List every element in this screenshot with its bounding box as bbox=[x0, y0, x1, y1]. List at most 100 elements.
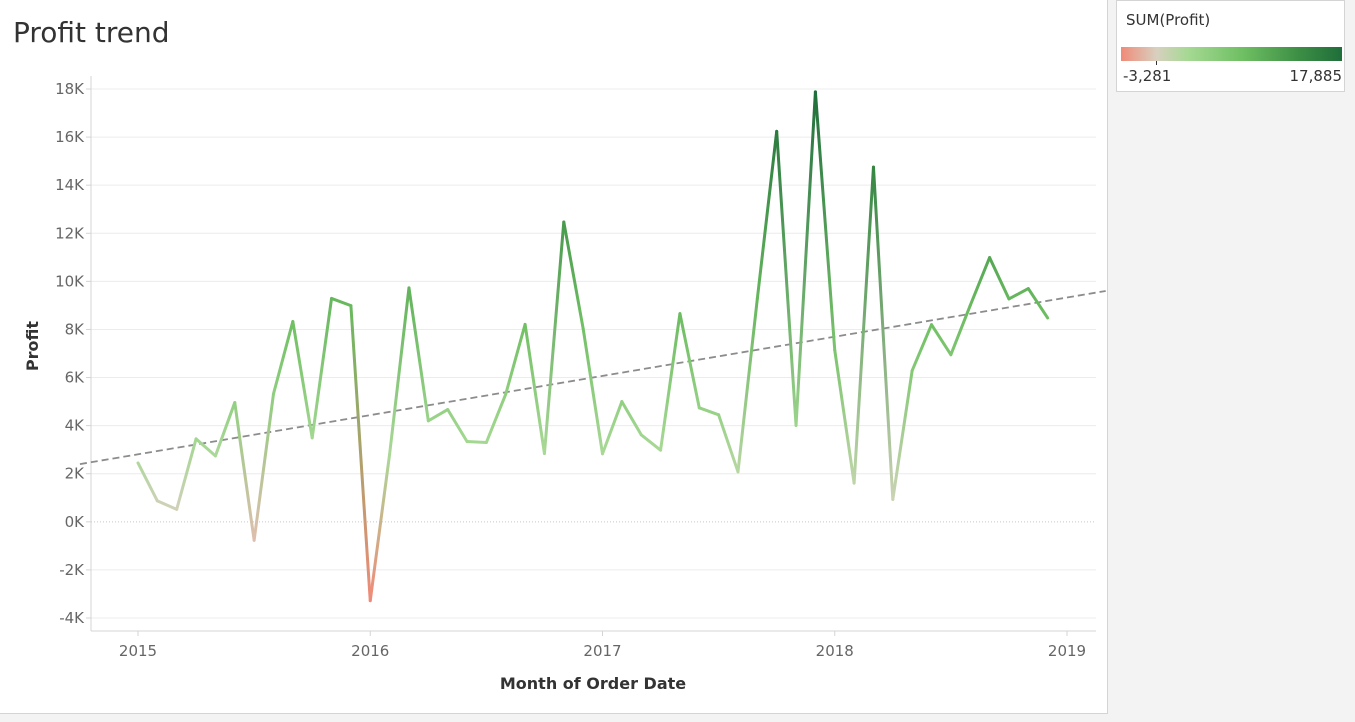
data-point[interactable] bbox=[174, 506, 180, 512]
data-point[interactable] bbox=[445, 407, 451, 413]
line-segment[interactable] bbox=[1007, 287, 1030, 301]
data-point[interactable] bbox=[232, 400, 238, 406]
data-point[interactable] bbox=[483, 439, 489, 445]
y-tick-label: 18K bbox=[55, 80, 85, 98]
line-segment[interactable] bbox=[330, 296, 353, 308]
line-segment[interactable] bbox=[136, 461, 159, 503]
line-segment[interactable] bbox=[930, 323, 953, 357]
data-point[interactable] bbox=[154, 498, 160, 504]
data-point[interactable] bbox=[406, 285, 412, 291]
data-point[interactable] bbox=[541, 451, 547, 457]
data-point[interactable] bbox=[600, 451, 606, 457]
data-point[interactable] bbox=[658, 447, 664, 453]
line-segment[interactable] bbox=[794, 90, 817, 427]
line-segment[interactable] bbox=[523, 322, 546, 456]
line-segment[interactable] bbox=[659, 312, 682, 452]
data-point[interactable] bbox=[329, 295, 335, 301]
line-segment[interactable] bbox=[1026, 287, 1050, 320]
line-segment[interactable] bbox=[542, 220, 566, 456]
line-segment[interactable] bbox=[368, 452, 392, 603]
data-point[interactable] bbox=[967, 302, 973, 308]
line-chart[interactable]: 18K 16K 14K 12K 10K 8K 6K 4K 2K 0K -2K -4K 2015 2016… bbox=[0, 0, 1107, 713]
data-point[interactable] bbox=[735, 469, 741, 475]
data-point[interactable] bbox=[619, 399, 625, 405]
line-segment[interactable] bbox=[233, 401, 256, 542]
line-segment[interactable] bbox=[639, 433, 663, 452]
data-point[interactable] bbox=[580, 325, 586, 331]
data-point[interactable] bbox=[251, 537, 257, 543]
line-segment[interactable] bbox=[968, 256, 992, 307]
data-point[interactable] bbox=[832, 347, 838, 353]
data-point[interactable] bbox=[696, 405, 702, 411]
line-segment[interactable] bbox=[620, 400, 643, 437]
line-segment[interactable] bbox=[213, 401, 237, 458]
line-segment[interactable] bbox=[271, 320, 295, 396]
legend-title: SUM(Profit) bbox=[1126, 11, 1211, 29]
line-segment[interactable] bbox=[194, 437, 217, 458]
line-segment[interactable] bbox=[407, 286, 430, 423]
line-segment[interactable] bbox=[949, 303, 972, 357]
line-segment[interactable] bbox=[775, 129, 798, 427]
line-segment[interactable] bbox=[871, 165, 895, 501]
line-segment[interactable] bbox=[697, 406, 721, 417]
data-point[interactable] bbox=[290, 319, 296, 325]
line-segment[interactable] bbox=[465, 440, 488, 444]
line-segment[interactable] bbox=[504, 322, 527, 396]
line-segment[interactable] bbox=[910, 323, 934, 373]
data-point[interactable] bbox=[1006, 296, 1012, 302]
line-segment[interactable] bbox=[833, 348, 856, 485]
data-point[interactable] bbox=[890, 496, 896, 502]
data-point[interactable] bbox=[135, 460, 141, 466]
data-point[interactable] bbox=[212, 453, 218, 459]
data-point[interactable] bbox=[561, 219, 567, 225]
line-segment[interactable] bbox=[717, 413, 740, 474]
data-point[interactable] bbox=[929, 322, 935, 328]
data-point[interactable] bbox=[754, 296, 760, 302]
data-point[interactable] bbox=[464, 439, 470, 445]
line-segment[interactable] bbox=[678, 312, 701, 410]
line-segment[interactable] bbox=[852, 165, 875, 485]
data-point[interactable] bbox=[870, 164, 876, 170]
line-segment[interactable] bbox=[755, 129, 779, 301]
line-segment[interactable] bbox=[562, 220, 585, 330]
line-segment[interactable] bbox=[175, 437, 198, 511]
data-point[interactable] bbox=[909, 368, 915, 374]
line-segment[interactable] bbox=[426, 408, 450, 423]
line-segment[interactable] bbox=[310, 296, 334, 440]
line-segment[interactable] bbox=[813, 90, 837, 352]
line-segment[interactable] bbox=[155, 499, 179, 511]
data-point[interactable] bbox=[1025, 286, 1031, 292]
color-legend[interactable]: SUM(Profit) -3,281 17,885 bbox=[1116, 0, 1345, 92]
data-point[interactable] bbox=[793, 422, 799, 428]
data-point[interactable] bbox=[948, 352, 954, 358]
data-point[interactable] bbox=[270, 391, 276, 397]
data-point[interactable] bbox=[367, 598, 373, 604]
line-segment[interactable] bbox=[388, 286, 411, 456]
data-point[interactable] bbox=[987, 255, 993, 261]
data-point[interactable] bbox=[1045, 315, 1051, 321]
data-point[interactable] bbox=[503, 391, 509, 397]
data-point[interactable] bbox=[716, 412, 722, 418]
data-point[interactable] bbox=[677, 311, 683, 317]
data-point[interactable] bbox=[522, 321, 528, 327]
line-segment[interactable] bbox=[252, 392, 275, 542]
data-point[interactable] bbox=[387, 451, 393, 457]
data-point[interactable] bbox=[851, 480, 857, 486]
line-segment[interactable] bbox=[988, 256, 1011, 301]
line-segment[interactable] bbox=[484, 392, 508, 444]
data-point[interactable] bbox=[812, 89, 818, 95]
data-point[interactable] bbox=[348, 303, 354, 309]
data-point[interactable] bbox=[774, 128, 780, 134]
line-segment[interactable] bbox=[601, 400, 624, 456]
data-point[interactable] bbox=[638, 432, 644, 438]
data-point[interactable] bbox=[309, 435, 315, 441]
line-segment[interactable] bbox=[349, 304, 372, 603]
line-segment[interactable] bbox=[291, 320, 314, 440]
trend-line[interactable] bbox=[79, 290, 1106, 465]
data-point[interactable] bbox=[193, 436, 199, 442]
line-segment[interactable] bbox=[446, 408, 469, 444]
line-segment[interactable] bbox=[891, 369, 914, 501]
line-segment[interactable] bbox=[581, 326, 604, 456]
line-segment[interactable] bbox=[736, 297, 759, 474]
data-point[interactable] bbox=[425, 418, 431, 424]
